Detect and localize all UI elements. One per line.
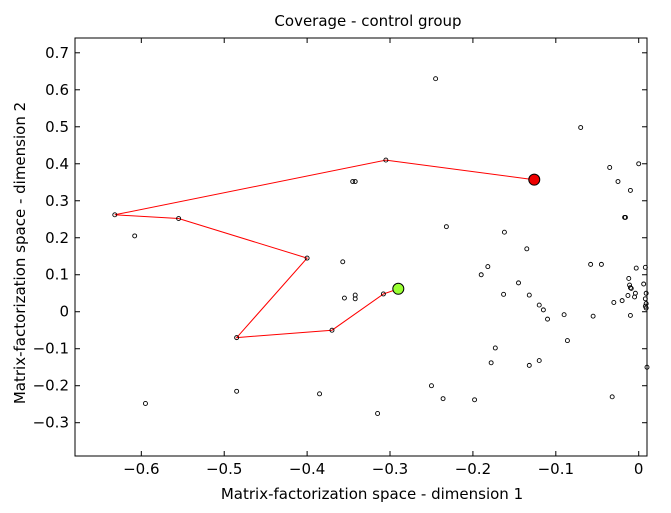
trajectory-vertex	[383, 157, 389, 163]
y-tick-label: −0.2	[33, 377, 69, 395]
trajectory-vertex	[112, 212, 118, 218]
data-point	[516, 280, 521, 286]
y-tick-label: 0.6	[45, 81, 69, 99]
data-point	[611, 300, 617, 305]
data-point	[443, 224, 449, 230]
data-point	[350, 179, 356, 184]
data-point	[641, 281, 647, 287]
data-point	[501, 291, 507, 297]
y-tick-label: 0.2	[45, 229, 69, 247]
data-point	[485, 264, 491, 270]
scatter-points	[132, 76, 650, 416]
x-tick-label: −0.1	[538, 460, 574, 478]
trajectory-vertex	[234, 335, 240, 341]
data-point	[628, 285, 634, 291]
data-point	[352, 179, 358, 184]
y-tick-label: 0.4	[45, 155, 69, 173]
trajectory-vertex	[176, 216, 182, 221]
x-tick-label: −0.3	[372, 460, 408, 478]
plot-area	[74, 37, 648, 457]
data-point	[643, 290, 649, 296]
data-point	[317, 391, 323, 397]
x-axis-ticks: −0.6 −0.5 −0.4 −0.3 −0.2 −0.1 0	[123, 38, 643, 478]
plot-frame	[74, 37, 648, 457]
data-point	[429, 383, 434, 389]
data-point	[340, 259, 346, 265]
data-point	[375, 411, 381, 416]
data-point	[561, 312, 567, 318]
data-point	[132, 233, 138, 239]
data-point	[352, 296, 358, 302]
data-point	[590, 313, 596, 319]
end-point-marker	[528, 173, 541, 186]
data-point	[607, 165, 613, 170]
trajectory-vertex	[304, 255, 310, 261]
data-point	[478, 272, 484, 278]
start-point-marker	[392, 282, 405, 295]
trajectory-path	[112, 157, 537, 341]
data-point	[578, 125, 584, 130]
data-point	[642, 264, 648, 270]
y-tick-label: −0.3	[33, 414, 69, 432]
data-point	[501, 229, 507, 235]
trajectory-markers	[392, 173, 541, 295]
data-point	[536, 302, 542, 308]
data-point	[609, 394, 615, 400]
data-point	[633, 265, 639, 271]
data-point	[615, 179, 621, 184]
data-point	[524, 246, 530, 252]
data-point	[622, 214, 628, 220]
data-point	[440, 396, 446, 402]
data-point	[643, 301, 649, 307]
data-point	[564, 338, 570, 344]
data-point	[433, 76, 439, 82]
y-tick-label: 0.7	[45, 44, 69, 62]
y-axis-ticks: −0.3 −0.2 −0.1 0 0.1 0.2 0.3 0.4 0.5 0.6 0.7	[33, 44, 647, 432]
data-point	[143, 401, 148, 406]
data-point	[472, 397, 478, 403]
data-point	[619, 298, 625, 304]
data-point	[526, 292, 532, 298]
data-point	[632, 290, 638, 296]
data-point	[627, 312, 633, 318]
x-tick-label: −0.2	[455, 460, 491, 478]
data-point	[625, 293, 631, 298]
data-point	[627, 187, 633, 193]
x-tick-label: −0.5	[206, 460, 242, 478]
data-point	[234, 388, 240, 394]
data-point	[627, 285, 633, 291]
data-point	[492, 345, 498, 351]
trajectory-line	[114, 159, 535, 339]
y-tick-label: 0.5	[45, 118, 69, 136]
y-tick-label: 0.3	[45, 192, 69, 210]
x-tick-label: −0.6	[123, 460, 159, 478]
data-point	[626, 275, 632, 281]
trajectory-vertex	[329, 327, 335, 333]
x-tick-label: 0	[634, 460, 644, 478]
data-point	[643, 305, 649, 311]
data-point	[598, 261, 604, 267]
data-point	[540, 307, 546, 313]
y-tick-label: 0.1	[45, 266, 69, 284]
data-point	[536, 358, 542, 364]
data-point	[545, 316, 550, 322]
trajectory-vertex	[380, 291, 386, 297]
y-axis-title: Matrix-factorization space - dimension 2	[11, 102, 29, 404]
data-point	[644, 364, 650, 370]
y-tick-label: −0.1	[33, 340, 69, 358]
data-point	[488, 360, 494, 366]
data-point	[636, 161, 642, 167]
chart-title: Coverage - control group	[274, 12, 461, 30]
data-point	[642, 296, 648, 302]
y-tick-label: 0	[59, 303, 69, 321]
data-point	[526, 362, 532, 368]
x-tick-label: −0.4	[289, 460, 325, 478]
x-axis-title: Matrix-factorization space - dimension 1	[221, 485, 523, 503]
data-point	[341, 295, 347, 301]
data-point	[588, 261, 594, 267]
